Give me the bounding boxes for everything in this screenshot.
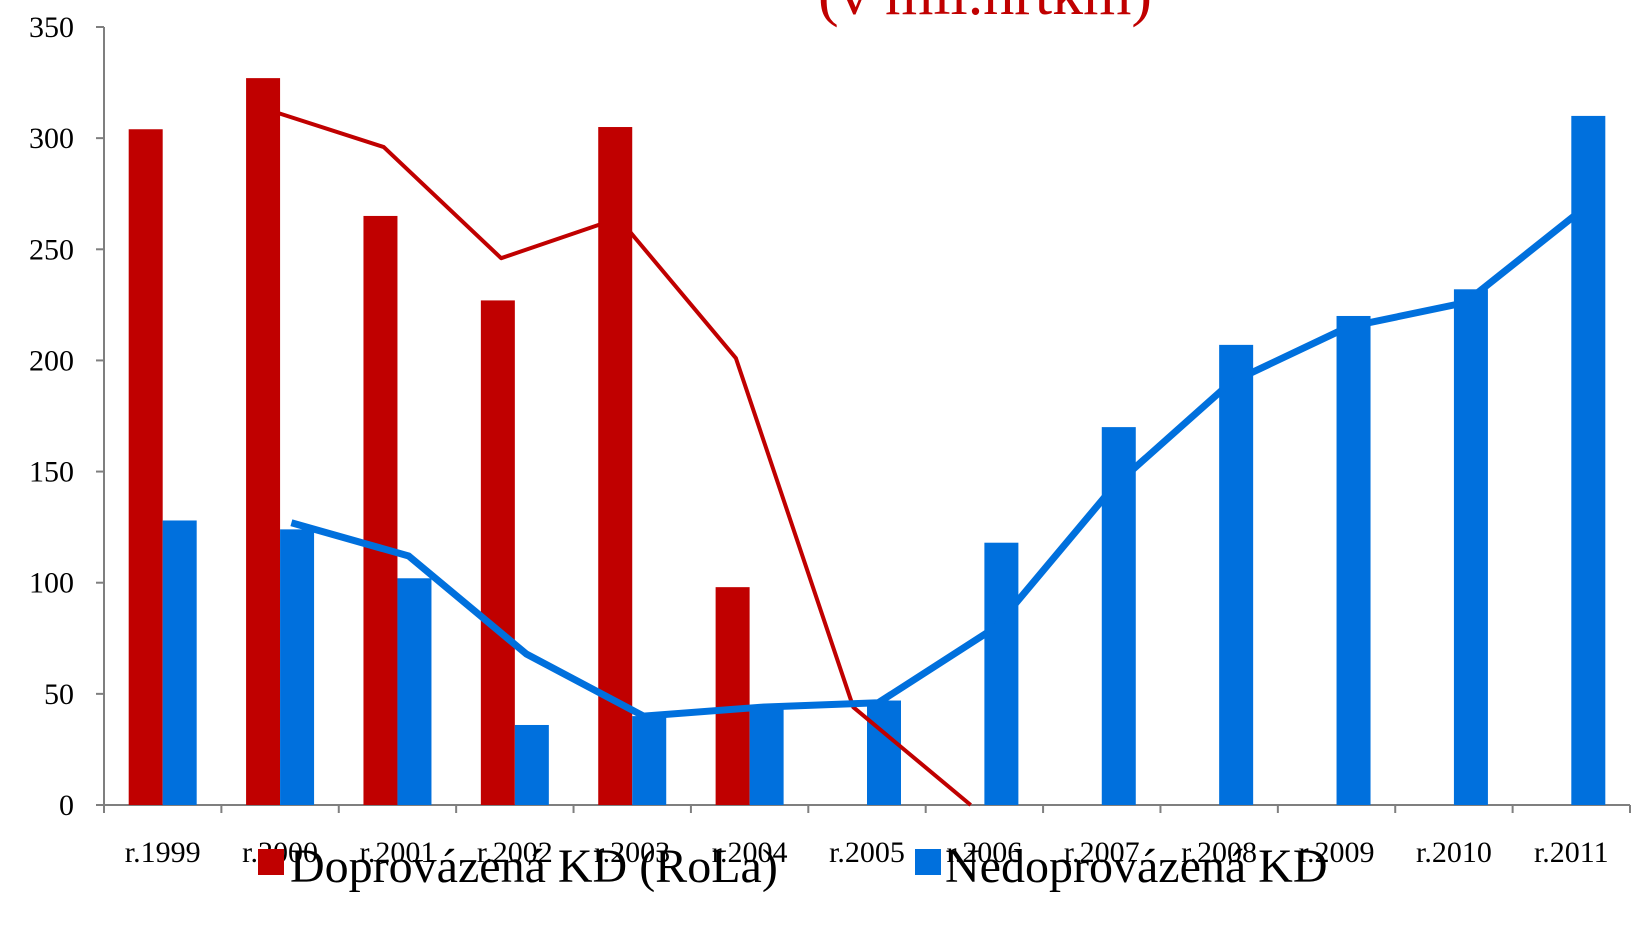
bar-nedoprovazena (632, 716, 667, 805)
axes: 050100150200250300350r.1999r.2000r.2001r… (29, 11, 1631, 869)
y-tick-label: 250 (29, 233, 74, 266)
bar-nedoprovazena (1219, 344, 1254, 805)
legend-swatch (258, 849, 284, 875)
bar-nedoprovazena (749, 704, 784, 805)
bars (128, 78, 1606, 806)
bar-doprovazena (246, 78, 281, 805)
x-tick-label: r.2011 (1534, 836, 1609, 869)
trend-lines (265, 107, 1585, 807)
bar-doprovazena (715, 587, 750, 805)
bar-nedoprovazena (397, 578, 432, 805)
x-tick-label: r.2010 (1416, 836, 1492, 869)
x-tick-label: r.1999 (125, 836, 201, 869)
y-tick-label: 50 (44, 678, 74, 711)
x-tick-label: r.2003 (594, 836, 670, 869)
x-tick-label: r.2001 (360, 836, 436, 869)
bar-nedoprovazena (867, 700, 901, 805)
x-tick-label: r.2007 (1064, 836, 1140, 869)
y-tick-label: 200 (29, 344, 74, 377)
chart-title: (v mil.hrtkm) (818, 0, 1152, 28)
trend-line-nedoprovazena (290, 206, 1585, 720)
bar-nedoprovazena (1336, 315, 1371, 805)
bar-nedoprovazena (280, 529, 315, 805)
bar-doprovazena (128, 129, 163, 805)
legend: Doprovázená KD (RoLa) Nedoprovázená KD (258, 840, 1328, 893)
bar-nedoprovazena (1453, 289, 1488, 806)
legend-swatch (915, 849, 941, 875)
x-tick-label: r.2006 (946, 836, 1022, 869)
x-tick-label: r.2002 (477, 836, 553, 869)
x-tick-label: r.2009 (1299, 836, 1375, 869)
bar-nedoprovazena (1571, 115, 1606, 805)
x-tick-label: r.2005 (829, 836, 905, 869)
x-tick-label: r.2008 (1181, 836, 1257, 869)
y-tick-label: 150 (29, 456, 74, 489)
bar-nedoprovazena (162, 520, 197, 805)
x-tick-label: r.2004 (712, 836, 788, 869)
bar-doprovazena (480, 300, 515, 805)
bar-nedoprovazena (514, 724, 549, 805)
y-tick-label: 300 (29, 122, 74, 155)
y-tick-label: 350 (29, 11, 74, 44)
bar-doprovazena (363, 215, 398, 805)
legend-label: Doprovázená KD (RoLa) (290, 840, 778, 893)
legend-label: Nedoprovázená KD (945, 840, 1328, 893)
bar-nedoprovazena (984, 542, 1019, 805)
y-tick-label: 100 (29, 567, 74, 600)
y-tick-label: 0 (59, 789, 74, 822)
